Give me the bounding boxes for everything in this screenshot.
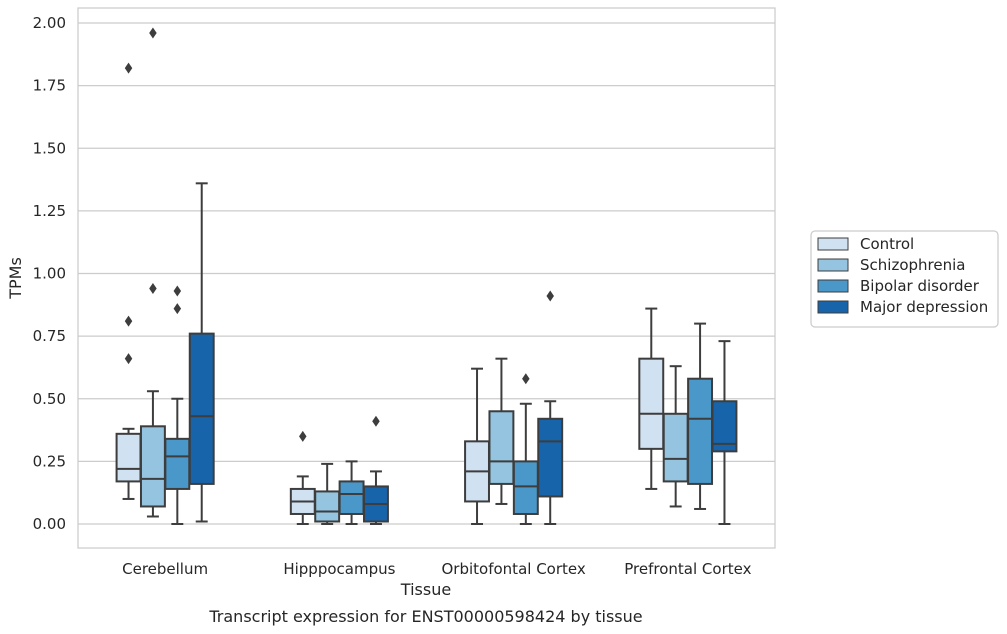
outlier-point xyxy=(149,27,157,39)
outlier-point xyxy=(372,415,380,427)
box xyxy=(115,62,142,500)
y-tick-label: 0.75 xyxy=(33,327,66,345)
x-tick-labels: Cerebellum Hipppocampus Orbitofontal Corte… xyxy=(122,560,751,578)
box xyxy=(164,285,191,525)
box xyxy=(338,460,365,525)
chart-caption: Transcript expression for ENST0000059842… xyxy=(208,607,642,626)
plot-frame xyxy=(77,7,776,549)
legend-label: Major depression xyxy=(860,298,988,316)
y-tick-label: 2.00 xyxy=(33,14,66,32)
legend-swatch xyxy=(817,300,849,314)
box xyxy=(464,367,490,525)
y-tick-labels: 0.00 0.25 0.50 0.75 1.00 1.25 1.50 1.75 2.00 xyxy=(33,14,66,533)
box xyxy=(314,462,341,525)
y-tick-label: 1.50 xyxy=(33,139,66,157)
y-tick-label: 1.00 xyxy=(33,265,66,283)
outlier-point xyxy=(124,353,133,365)
outlier-point xyxy=(299,430,307,442)
box xyxy=(188,182,215,523)
x-tick-label: Hipppocampus xyxy=(283,560,395,578)
box xyxy=(537,290,564,525)
box xyxy=(139,27,166,518)
box-body xyxy=(164,437,191,490)
legend-label: Schizophrenia xyxy=(860,256,965,274)
box-body xyxy=(115,432,142,483)
legend-item: Major depression xyxy=(817,298,988,316)
box xyxy=(662,365,689,508)
legend-item: Schizophrenia xyxy=(817,256,965,274)
box-body xyxy=(338,480,365,515)
y-tick-label: 0.25 xyxy=(33,452,66,470)
outlier-point xyxy=(522,373,530,385)
y-axis-label: TPMs xyxy=(6,257,25,300)
series-schizophrenia xyxy=(139,27,689,525)
legend: Control Schizophrenia Bipolar disorder Majo… xyxy=(810,230,999,328)
y-tick-label: 0.50 xyxy=(33,390,66,408)
outlier-point xyxy=(173,285,182,297)
outlier-point xyxy=(149,283,157,295)
box xyxy=(711,340,738,525)
box xyxy=(638,307,665,490)
box-body xyxy=(488,410,515,485)
x-tick-label: Prefrontal Cortex xyxy=(624,560,751,578)
legend-frame xyxy=(810,230,999,328)
outlier-point xyxy=(124,62,133,74)
box-body xyxy=(512,460,539,515)
legend-swatch xyxy=(817,237,849,251)
series-bipolar-disorder xyxy=(164,285,714,525)
legend-label: Control xyxy=(860,235,914,253)
outlier-point xyxy=(124,315,133,327)
box-series xyxy=(115,27,738,525)
box-body xyxy=(662,412,689,483)
box xyxy=(687,322,714,510)
y-tick-label: 1.25 xyxy=(33,202,66,220)
x-tick-label: Orbitofontal Cortex xyxy=(442,560,586,578)
series-major-depression xyxy=(188,182,738,525)
y-tick-label: 1.75 xyxy=(33,77,66,95)
y-tick-label: 0.00 xyxy=(33,515,66,533)
box-body xyxy=(687,377,714,485)
legend-label: Bipolar disorder xyxy=(860,277,980,295)
box xyxy=(512,373,539,525)
box-body xyxy=(314,490,341,523)
x-axis-label: Tissue xyxy=(400,580,451,599)
box-body xyxy=(188,332,215,485)
box xyxy=(289,430,316,525)
x-tick-label: Cerebellum xyxy=(122,560,208,578)
box-body xyxy=(537,417,564,498)
legend-item: Bipolar disorder xyxy=(817,277,980,295)
box-body xyxy=(638,357,665,450)
legend-swatch xyxy=(817,279,849,293)
outlier-point xyxy=(546,290,554,302)
outlier-point xyxy=(173,303,182,315)
box xyxy=(363,415,389,525)
legend-swatch xyxy=(817,258,849,272)
box-body xyxy=(139,425,166,508)
series-control xyxy=(115,62,665,525)
box-body xyxy=(711,400,738,453)
box xyxy=(488,357,515,505)
legend-item: Control xyxy=(817,235,914,253)
